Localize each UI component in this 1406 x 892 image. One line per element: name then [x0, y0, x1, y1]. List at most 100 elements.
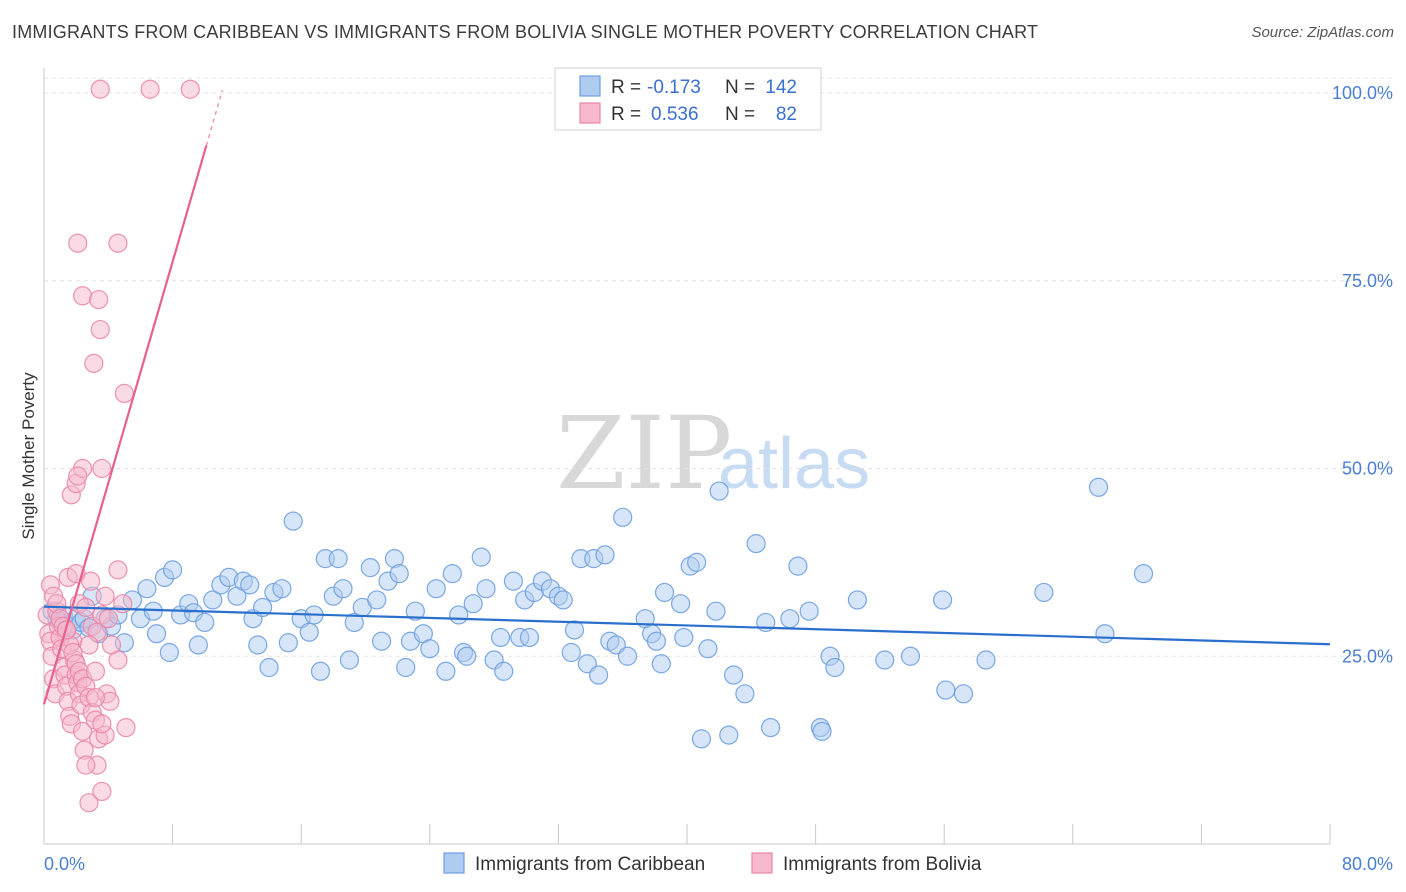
caribbean-point-71 [463, 594, 483, 614]
caribbean-point-60 [396, 657, 416, 678]
caribbean-point-96 [617, 646, 638, 666]
bolivia-point-81 [180, 79, 200, 99]
bolivia-point-22 [72, 721, 93, 741]
trend-line-bolivia-extension [205, 89, 224, 146]
bolivia-point-69 [116, 717, 136, 738]
chart-title: IMMIGRANTS FROM CARIBBEAN VS IMMIGRANTS … [12, 22, 1039, 42]
caribbean-point-36 [248, 635, 268, 655]
bolivia-point-58 [108, 233, 128, 253]
x-tick-min: 0.0% [44, 854, 85, 874]
bolivia-point-55 [72, 286, 93, 306]
bolivia-point-80 [140, 79, 160, 99]
caribbean-point-125 [900, 646, 921, 666]
legend-swatch-caribbean [579, 75, 601, 97]
bolivia-point-61 [114, 383, 134, 404]
caribbean-point-116 [780, 609, 800, 629]
caribbean-point-38 [259, 657, 279, 678]
caribbean-point-42 [283, 511, 303, 531]
caribbean-point-56 [371, 631, 392, 651]
trend-lines [42, 89, 1331, 705]
caribbean-point-103 [674, 627, 694, 648]
caribbean-point-28 [195, 612, 215, 633]
bolivia-point-54 [68, 466, 88, 486]
source-label: Source: ZipAtlas.com [1251, 24, 1394, 41]
caribbean-point-86 [561, 642, 581, 663]
caribbean-point-34 [240, 575, 260, 595]
caribbean-point-76 [494, 661, 514, 681]
bolivia-point-60 [90, 319, 110, 340]
caribbean-point-23 [163, 560, 183, 580]
caribbean-point-92 [595, 545, 615, 565]
caribbean-point-77 [503, 571, 523, 591]
caribbean-point-29 [203, 590, 223, 610]
caribbean-point-85 [553, 590, 573, 610]
bottom-legend-bolivia: Immigrants from Bolivia [783, 854, 982, 875]
y-tick-label-50: 50.0% [1342, 459, 1393, 479]
caribbean-point-113 [746, 534, 766, 554]
bolivia-point-79 [90, 79, 110, 99]
caribbean-point-27 [188, 635, 208, 655]
axes [43, 68, 1331, 845]
legend-n-label-caribbean: N = [725, 77, 755, 98]
bolivia-point-53 [92, 458, 112, 479]
y-tick-label-100: 100.0% [1332, 83, 1393, 103]
caribbean-point-111 [724, 665, 744, 685]
trend-line-caribbean [43, 605, 1331, 646]
bolivia-point-65 [76, 755, 96, 775]
bolivia-point-56 [89, 289, 109, 310]
caribbean-point-100 [651, 654, 671, 674]
caribbean-point-54 [360, 558, 380, 578]
legend-r-label-caribbean: R = [611, 77, 641, 98]
caribbean-point-46 [310, 661, 331, 681]
caribbean-point-18 [137, 579, 157, 599]
caribbean-point-117 [788, 556, 808, 576]
bolivia-point-70 [101, 635, 122, 655]
caribbean-point-66 [436, 661, 456, 681]
caribbean-point-106 [691, 729, 712, 749]
caribbean-point-72 [471, 547, 491, 567]
legend-r-value-caribbean: -0.173 [647, 77, 701, 98]
bolivia-point-48 [85, 661, 106, 681]
caribbean-point-62 [405, 601, 425, 621]
watermark-atlas: atlas [718, 424, 870, 504]
caribbean-point-75 [490, 627, 511, 648]
watermark-zip: ZIP [556, 395, 732, 512]
caribbean-point-105 [687, 552, 707, 572]
caribbean-point-115 [760, 717, 781, 738]
caribbean-point-130 [1034, 582, 1054, 603]
caribbean-point-20 [146, 624, 167, 644]
caribbean-point-118 [799, 601, 819, 621]
bolivia-point-73 [95, 586, 115, 606]
gridlines [44, 77, 1395, 657]
bolivia-point-63 [79, 793, 99, 813]
y-axis-label: Single Mother Poverty [19, 372, 38, 540]
caribbean-point-59 [389, 564, 409, 584]
caribbean-point-108 [706, 601, 726, 621]
y-tick-label-25: 25.0% [1342, 646, 1393, 666]
caribbean-point-50 [333, 579, 353, 599]
caribbean-point-19 [143, 601, 163, 621]
bolivia-point-46 [81, 571, 101, 591]
bottom-legend-swatch-bolivia [751, 852, 773, 874]
bottom-legend: Immigrants from Caribbean Immigrants fro… [443, 852, 982, 875]
caribbean-point-129 [976, 650, 996, 670]
caribbean-point-70 [457, 646, 477, 666]
caribbean-point-99 [646, 631, 667, 651]
caribbean-point-132 [1095, 624, 1115, 644]
legend-n-label-bolivia: N = [725, 104, 755, 125]
caribbean-point-55 [367, 590, 387, 610]
series-bolivia [37, 79, 200, 813]
caribbean-point-112 [735, 684, 755, 704]
y-tick-labels: 25.0% 50.0% 75.0% 100.0% [1332, 83, 1393, 666]
legend-n-value-bolivia: 82 [776, 104, 797, 125]
caribbean-point-51 [339, 650, 360, 670]
caribbean-point-87 [564, 620, 585, 640]
watermark: ZIP atlas [556, 395, 870, 512]
caribbean-point-65 [426, 579, 446, 599]
caribbean-point-67 [442, 564, 462, 584]
caribbean-point-101 [654, 582, 675, 603]
caribbean-point-110 [719, 725, 739, 745]
bolivia-point-77 [85, 687, 106, 708]
legend-box: R = -0.173 N = 142 R = 0.536 N = 82 [554, 67, 822, 131]
